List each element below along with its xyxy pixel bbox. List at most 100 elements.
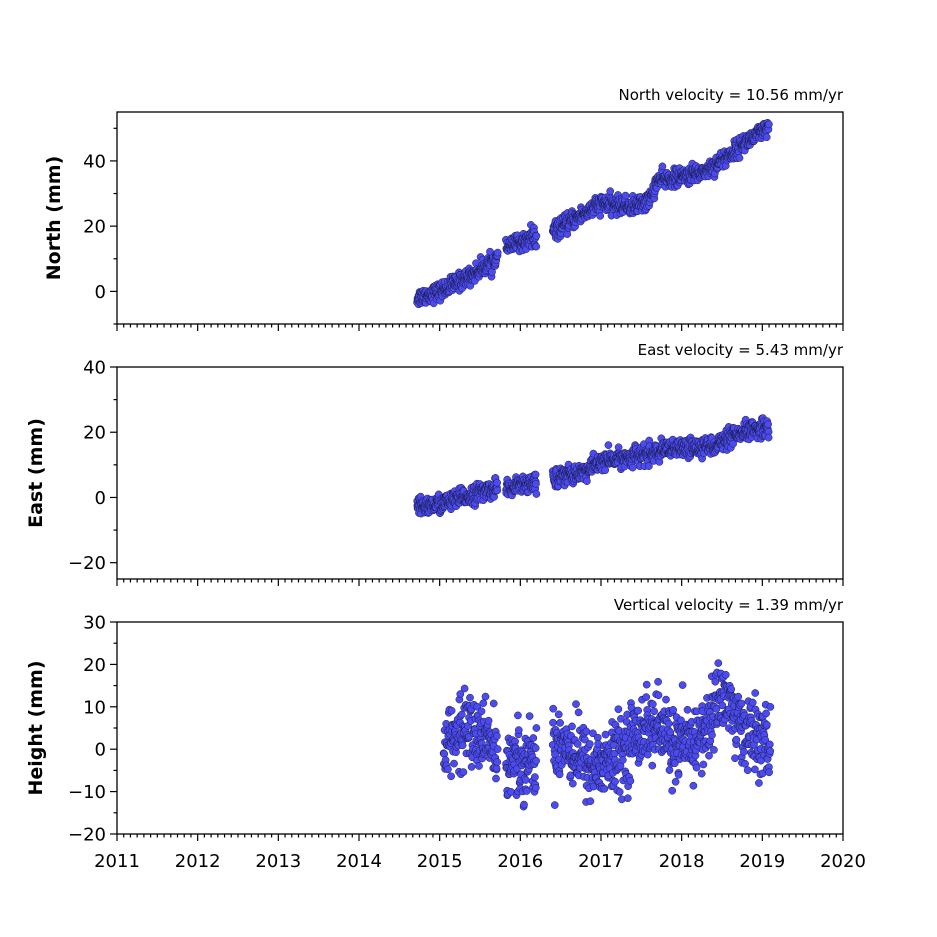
data-point: [648, 700, 657, 708]
x-tick-label: 2018: [659, 851, 705, 872]
data-point: [489, 699, 498, 708]
x-tick-label: 2020: [820, 851, 866, 872]
data-point: [493, 745, 502, 753]
data-point: [765, 740, 774, 749]
data-point: [555, 770, 564, 779]
data-point: [554, 710, 563, 719]
data-point: [748, 698, 757, 707]
data-point: [762, 133, 771, 142]
data-point: [732, 735, 741, 744]
x-axis-ticks: 2011 2012 2013 2014 2015 2016 2017 2018 2019 2020: [94, 834, 866, 872]
data-point: [550, 801, 559, 809]
data-point: [514, 726, 523, 734]
y-tick-label: 40: [83, 151, 106, 172]
data-point: [762, 720, 771, 729]
data-point: [731, 754, 739, 763]
data-point: [692, 763, 701, 772]
x-axis-ticks: [116, 579, 844, 586]
data-point: [568, 779, 577, 788]
data-point: [734, 692, 743, 701]
data-point: [743, 766, 752, 775]
data-point: [669, 706, 677, 714]
y-axis-ticks: −20 0 20 40: [68, 358, 117, 574]
data-point: [678, 681, 687, 689]
y-tick-label: 20: [83, 423, 106, 444]
x-tick-label: 2016: [497, 851, 543, 872]
y-tick-label: 10: [83, 697, 106, 718]
data-point: [721, 670, 730, 679]
data-point: [671, 777, 680, 786]
data-point: [735, 154, 744, 162]
x-tick-label: 2011: [94, 851, 140, 872]
data-point: [492, 774, 500, 783]
y-tick-label: 20: [83, 655, 106, 676]
y-tick-label: 30: [83, 613, 106, 634]
data-point: [556, 719, 564, 727]
data-point: [699, 760, 708, 769]
y-tick-label: −20: [68, 825, 106, 846]
data-point: [705, 751, 713, 760]
data-point: [531, 744, 540, 752]
data-point: [654, 691, 663, 700]
y-axis-ticks: 0 20 40: [83, 127, 117, 325]
data-point: [662, 695, 670, 704]
east-y-axis-label: East (mm): [25, 418, 47, 528]
data-point: [531, 470, 540, 479]
data-point: [697, 769, 706, 778]
data-point: [654, 677, 662, 686]
data-point: [604, 441, 613, 449]
data-point: [484, 716, 493, 725]
y-tick-label: −10: [68, 782, 106, 803]
data-point: [766, 703, 775, 711]
x-tick-label: 2013: [255, 851, 301, 872]
data-point: [477, 707, 486, 716]
north-panel: North velocity = 10.56 mm/yr North (mm) …: [43, 86, 844, 331]
data-point: [585, 740, 594, 748]
data-point: [532, 242, 541, 251]
data-point: [601, 730, 610, 739]
data-point: [665, 766, 674, 774]
data-point: [457, 710, 466, 719]
data-point: [529, 734, 538, 742]
north-velocity-label: North velocity = 10.56 mm/yr: [619, 86, 844, 104]
y-axis-ticks: −20 −10 0 10 20 30: [68, 613, 117, 846]
data-point: [764, 420, 772, 429]
x-tick-label: 2017: [578, 851, 624, 872]
data-point: [514, 711, 522, 720]
data-point: [643, 750, 652, 759]
data-point: [611, 777, 619, 786]
y-tick-label: 40: [83, 358, 106, 379]
data-point: [674, 770, 683, 779]
height-y-axis-label: Height (mm): [25, 660, 47, 795]
vertical-velocity-label: Vertical velocity = 1.39 mm/yr: [614, 596, 844, 614]
data-point: [447, 772, 455, 781]
data-point: [642, 680, 651, 689]
data-point: [520, 800, 528, 809]
data-point: [493, 486, 502, 495]
data-point: [532, 724, 541, 732]
data-point: [737, 699, 746, 708]
data-point: [689, 781, 698, 790]
data-point: [666, 728, 675, 737]
data-point: [522, 787, 531, 795]
data-point: [532, 490, 541, 498]
data-point: [615, 788, 624, 796]
data-point: [493, 732, 501, 740]
data-point: [623, 794, 632, 803]
data-point: [628, 463, 637, 472]
height-panel: Vertical velocity = 1.39 mm/yr Height (m…: [25, 596, 866, 872]
y-tick-label: −20: [68, 553, 106, 574]
data-point: [755, 779, 763, 787]
data-point: [751, 689, 760, 697]
data-point: [549, 718, 557, 727]
data-point: [683, 705, 692, 714]
data-point: [532, 232, 541, 240]
data-point: [444, 765, 452, 774]
y-tick-label: 0: [95, 740, 106, 761]
data-point: [642, 693, 651, 701]
data-point: [648, 761, 657, 770]
data-point: [727, 685, 735, 693]
data-point: [532, 756, 540, 765]
data-points: [413, 118, 773, 309]
